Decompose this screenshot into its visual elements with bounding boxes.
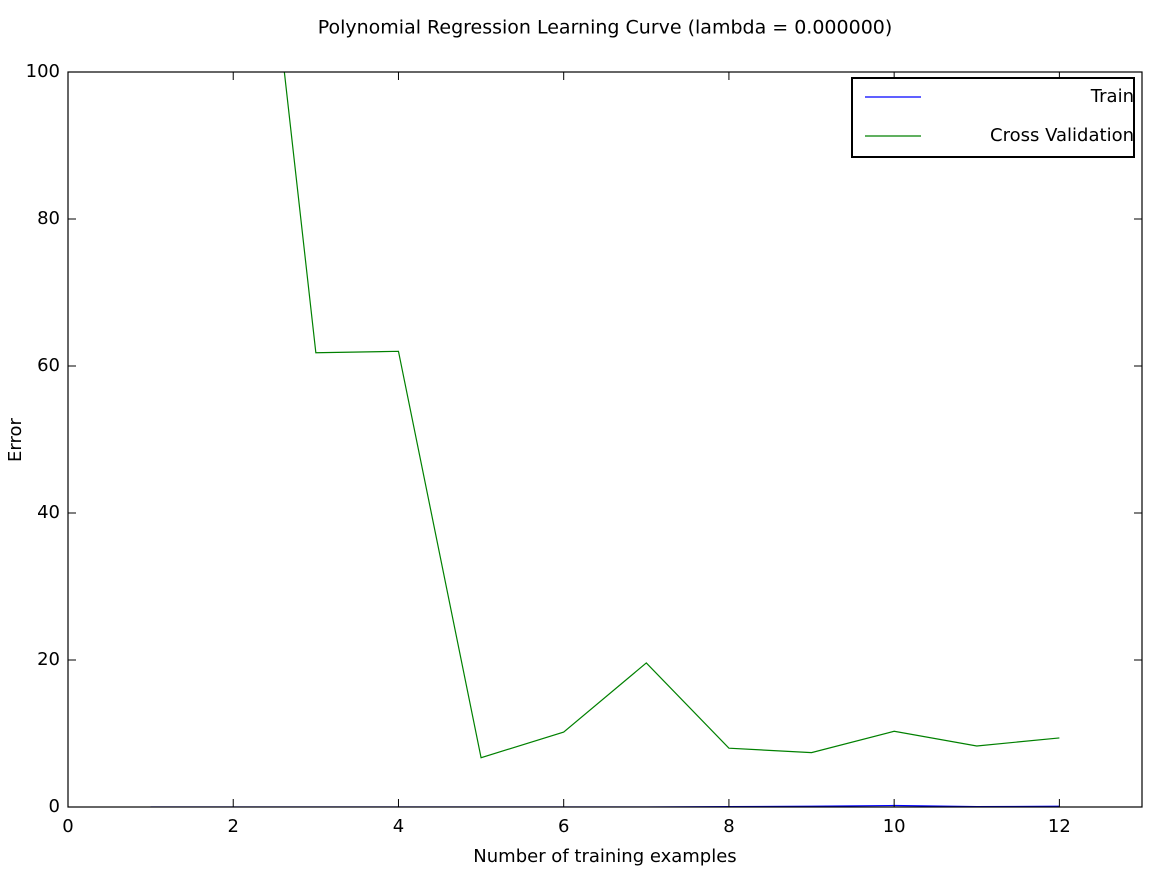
y-tick-label: 100 (26, 61, 60, 82)
series-line (283, 72, 1060, 759)
x-tick-label: 2 (228, 816, 239, 837)
legend-label: Cross Validation (990, 125, 1134, 146)
series-line (150, 804, 1060, 807)
x-tick-label: 6 (558, 816, 569, 837)
x-tick-label: 10 (883, 816, 906, 837)
x-tick-label: 4 (393, 816, 404, 837)
x-tick-label: 12 (1048, 816, 1071, 837)
y-tick-label: 80 (37, 208, 60, 229)
y-tick-label: 0 (49, 796, 60, 817)
y-tick-label: 40 (37, 502, 60, 523)
x-tick-label: 8 (723, 816, 734, 837)
y-axis-label: Error (5, 417, 26, 461)
plot-area (150, 72, 1060, 807)
y-tick-label: 60 (37, 355, 60, 376)
legend-label: Train (1090, 86, 1134, 107)
x-tick-label: 0 (62, 816, 73, 837)
x-axis-label: Number of training examples (473, 846, 736, 867)
chart-title: Polynomial Regression Learning Curve (la… (318, 17, 893, 39)
y-tick-label: 20 (37, 649, 60, 670)
axes-frame (67, 71, 1143, 808)
legend-box (851, 77, 1135, 158)
